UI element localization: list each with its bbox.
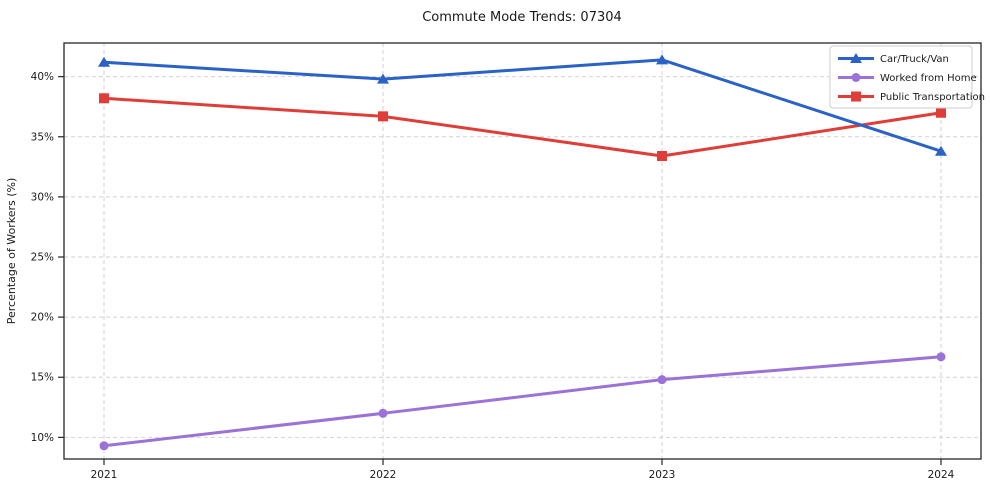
legend-label: Worked from Home <box>880 73 977 84</box>
data-point <box>936 107 946 118</box>
series-line <box>102 96 943 158</box>
data-point <box>99 93 109 104</box>
data-point <box>936 352 946 362</box>
legend-label: Public Transportation <box>880 92 985 103</box>
x-tick-label: 2023 <box>649 469 676 481</box>
series-line <box>102 58 943 153</box>
chart-title: Commute Mode Trends: 07304 <box>422 10 622 25</box>
legend-item: Car/Truck/Van <box>838 53 949 65</box>
plot-border <box>63 42 982 460</box>
y-tick-label: 10% <box>31 432 54 444</box>
legend-item: Public Transportation <box>838 91 985 103</box>
legend: Car/Truck/Van Worked from Home Public Tran… <box>829 45 985 109</box>
y-tick-label: 30% <box>31 191 54 203</box>
x-tick-label: 2021 <box>91 469 118 481</box>
legend-label: Car/Truck/Van <box>880 54 949 65</box>
series-line <box>102 355 943 448</box>
data-point <box>377 73 389 84</box>
legend-marker <box>851 73 861 82</box>
y-tick-label: 40% <box>31 71 54 83</box>
legend-box <box>829 45 973 109</box>
y-tick-label: 20% <box>31 312 54 324</box>
y-tick-label: 25% <box>31 252 54 264</box>
legend-marker <box>850 53 862 63</box>
data-point <box>656 54 668 65</box>
y-tick-label: 15% <box>31 372 54 384</box>
legend-marker <box>851 91 861 102</box>
y-tick-label: 35% <box>31 131 54 143</box>
series-worked-from-home <box>99 352 946 451</box>
x-tick-label: 2024 <box>928 469 955 481</box>
plot-area: 10% 15% 20% 25% 30% 35% 40% 2021 2022 2023 2024 Car… <box>31 42 985 481</box>
data-point <box>657 151 667 162</box>
x-tick-label: 2022 <box>370 469 397 481</box>
data-point <box>378 408 388 418</box>
data-point <box>935 145 947 156</box>
series-car-truck-van <box>98 54 947 156</box>
data-point <box>98 56 110 67</box>
series-public-transportation <box>99 93 946 162</box>
data-point <box>657 375 667 385</box>
legend-item: Worked from Home <box>838 73 977 84</box>
y-axis-label: Percentage of Workers (%) <box>5 178 18 325</box>
data-point <box>378 111 388 122</box>
gridlines <box>64 43 981 459</box>
data-point <box>99 441 109 451</box>
